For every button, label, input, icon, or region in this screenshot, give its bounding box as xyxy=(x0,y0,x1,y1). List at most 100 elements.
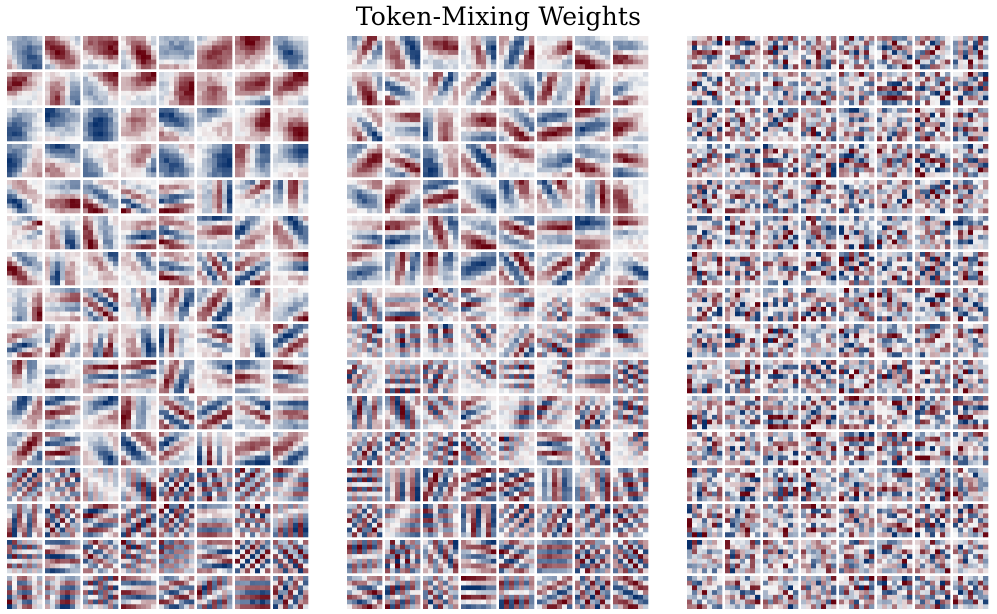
weight-tile xyxy=(423,576,459,609)
weight-tile xyxy=(235,180,271,214)
weight-tile xyxy=(461,396,497,430)
weight-tile xyxy=(953,396,989,430)
weights-grid-left xyxy=(7,36,309,609)
weight-tile xyxy=(273,324,309,358)
weight-tile xyxy=(613,432,649,466)
weight-tile xyxy=(385,396,421,430)
weight-tile xyxy=(613,36,649,70)
weight-tile xyxy=(7,360,43,394)
weight-tile xyxy=(537,252,573,286)
weight-tile xyxy=(461,324,497,358)
weight-tile xyxy=(725,396,761,430)
weight-tile xyxy=(423,396,459,430)
weight-tile xyxy=(197,432,233,466)
weight-tile xyxy=(537,288,573,322)
weight-tile xyxy=(687,108,723,142)
weight-tile xyxy=(385,216,421,250)
weight-tile xyxy=(423,216,459,250)
weight-tile xyxy=(499,252,535,286)
weight-tile xyxy=(613,468,649,502)
weight-tile xyxy=(197,216,233,250)
weight-tile xyxy=(953,144,989,178)
weight-tile xyxy=(839,324,875,358)
weight-tile xyxy=(839,504,875,538)
weight-tile xyxy=(159,504,195,538)
weight-tile xyxy=(575,576,611,609)
weight-tile xyxy=(121,504,157,538)
weight-tile xyxy=(915,288,951,322)
weight-tile xyxy=(235,432,271,466)
weight-tile xyxy=(273,72,309,106)
weight-tile xyxy=(575,252,611,286)
weight-tile xyxy=(347,36,383,70)
weight-tile xyxy=(197,396,233,430)
weight-tile xyxy=(273,396,309,430)
weight-tile xyxy=(877,144,913,178)
weight-tile xyxy=(385,504,421,538)
weight-tile xyxy=(687,432,723,466)
weight-tile xyxy=(725,288,761,322)
weight-tile xyxy=(687,360,723,394)
weight-tile xyxy=(347,72,383,106)
weight-tile xyxy=(45,396,81,430)
weight-tile xyxy=(953,360,989,394)
weight-tile xyxy=(953,432,989,466)
weight-tile xyxy=(197,360,233,394)
weight-tile xyxy=(423,252,459,286)
weight-tile xyxy=(915,360,951,394)
weight-tile xyxy=(763,216,799,250)
weight-tile xyxy=(575,288,611,322)
weight-tile xyxy=(613,576,649,609)
weight-tile xyxy=(915,72,951,106)
weight-tile xyxy=(839,288,875,322)
weight-tile xyxy=(121,144,157,178)
weight-tile xyxy=(613,324,649,358)
weight-tile xyxy=(613,72,649,106)
weight-tile xyxy=(197,180,233,214)
weight-tile xyxy=(45,324,81,358)
weight-tile xyxy=(83,72,119,106)
weight-tile xyxy=(801,252,837,286)
weight-tile xyxy=(499,36,535,70)
weight-tile xyxy=(915,36,951,70)
weight-tile xyxy=(839,432,875,466)
weight-tile xyxy=(159,576,195,609)
weight-tile xyxy=(273,36,309,70)
weight-tile xyxy=(83,504,119,538)
weight-tile xyxy=(45,216,81,250)
figure-title: Token-Mixing Weights xyxy=(355,2,642,31)
weight-tile xyxy=(461,504,497,538)
weight-tile xyxy=(347,216,383,250)
weight-tile xyxy=(499,72,535,106)
weight-tile xyxy=(801,360,837,394)
weight-tile xyxy=(499,504,535,538)
weight-tile xyxy=(7,576,43,609)
weight-tile xyxy=(461,540,497,574)
weight-tile xyxy=(953,108,989,142)
weight-tile xyxy=(83,468,119,502)
weight-tile xyxy=(915,108,951,142)
weight-tile xyxy=(877,108,913,142)
weight-tile xyxy=(953,468,989,502)
weight-tile xyxy=(877,360,913,394)
weight-tile xyxy=(461,108,497,142)
weight-tile xyxy=(575,468,611,502)
weight-tile xyxy=(839,468,875,502)
weight-tile xyxy=(347,288,383,322)
weight-tile xyxy=(763,180,799,214)
weight-tile xyxy=(273,144,309,178)
weight-tile xyxy=(687,288,723,322)
weight-tile xyxy=(763,36,799,70)
weight-tile xyxy=(537,396,573,430)
weight-tile xyxy=(915,468,951,502)
weight-tile xyxy=(423,468,459,502)
weight-tile xyxy=(499,396,535,430)
weight-tile xyxy=(159,432,195,466)
weight-tile xyxy=(839,216,875,250)
weight-tile xyxy=(575,432,611,466)
weight-tile xyxy=(915,396,951,430)
weight-tile xyxy=(725,360,761,394)
weight-tile xyxy=(385,468,421,502)
weight-tile xyxy=(953,180,989,214)
weight-tile xyxy=(423,72,459,106)
